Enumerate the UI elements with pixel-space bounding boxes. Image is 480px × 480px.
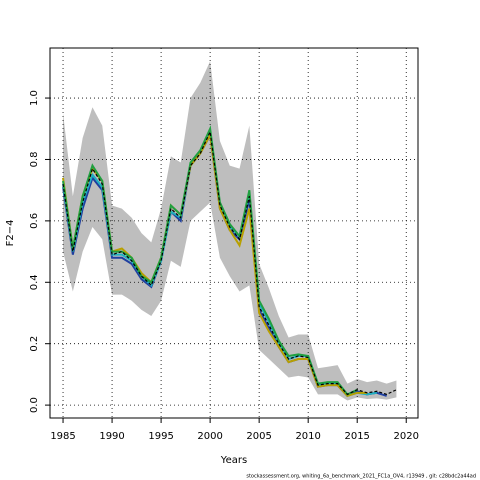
x-tick-label: 1995: [148, 431, 173, 442]
plot-area: [50, 48, 418, 418]
x-tick-label: 1985: [50, 431, 75, 442]
y-tick-label: 0.2: [29, 336, 40, 352]
x-tick-label: 2015: [344, 431, 369, 442]
x-tick-label: 2000: [197, 431, 222, 442]
y-axis-label: F2−4: [5, 220, 16, 247]
x-tick-label: 2010: [295, 431, 320, 442]
x-tick-label: 2020: [394, 431, 419, 442]
x-tick-label: 2005: [246, 431, 271, 442]
x-axis-label: Years: [220, 455, 247, 466]
y-tick-label: 0.8: [29, 152, 40, 168]
y-tick-label: 0.4: [29, 274, 40, 290]
x-tick-label: 1990: [99, 431, 124, 442]
series-line: [62, 129, 397, 396]
y-tick-label: 0.0: [29, 397, 40, 413]
plot-frame: [49, 47, 419, 419]
footer: stockassessment.org, whiting_6a_benchmar…: [246, 474, 476, 480]
y-tick-label: 0.6: [29, 213, 40, 229]
y-tick-label: 1.0: [29, 90, 40, 106]
